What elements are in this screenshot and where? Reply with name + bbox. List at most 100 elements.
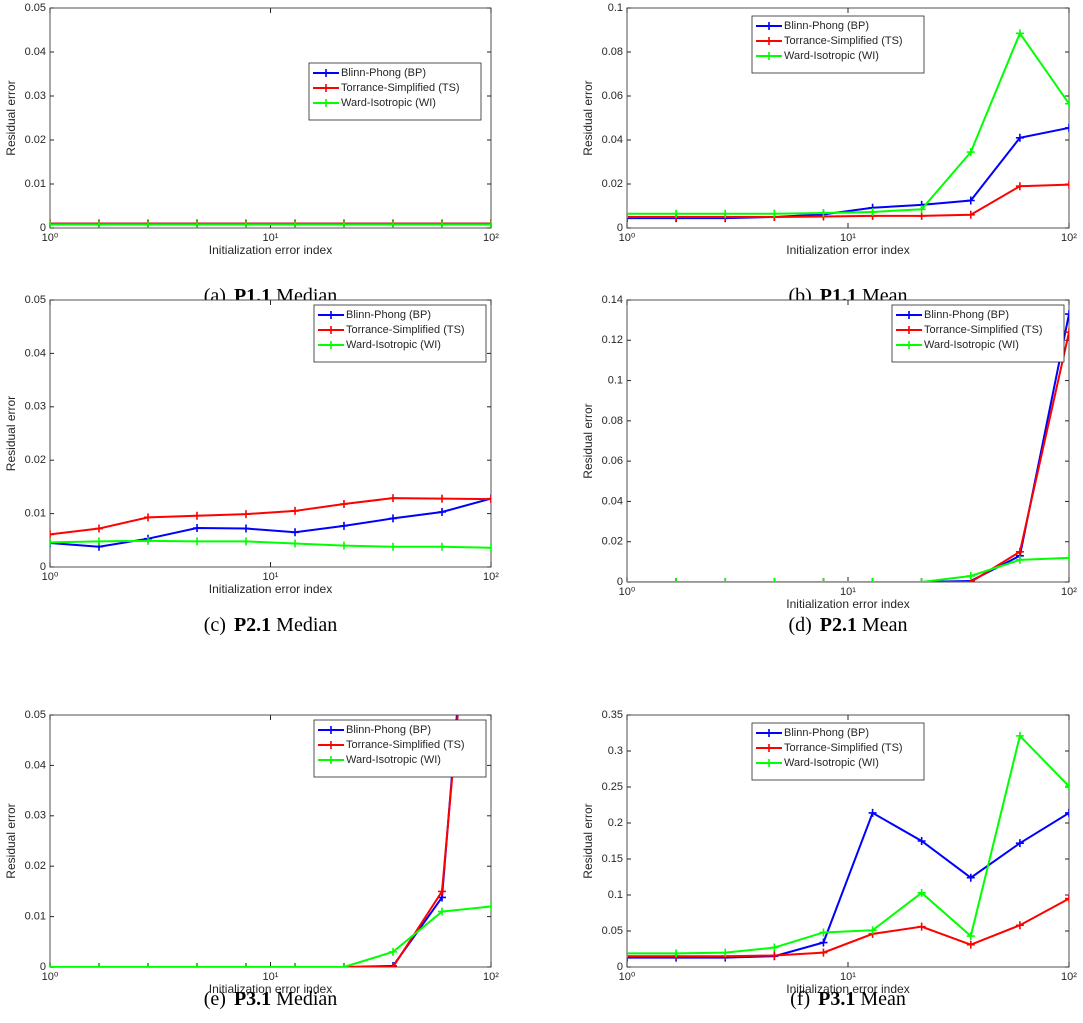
point-marker <box>1065 808 1069 817</box>
point-marker <box>193 524 202 533</box>
legend-label: Ward-Isotropic (WI) <box>784 757 879 769</box>
legend-marker <box>322 69 330 77</box>
point-marker <box>144 220 153 228</box>
caption-text: Mean <box>862 614 908 636</box>
point-marker <box>291 528 300 537</box>
subplot: 0 0.02 0.04 0.06 0.08 0.1 10⁰ 10¹ 10² Initializat… <box>581 2 1077 307</box>
legend-marker <box>905 311 913 319</box>
y-tick-label: 0.01 <box>25 508 46 520</box>
x-axis-label: Initialization error index <box>209 982 332 996</box>
point-marker <box>627 214 631 223</box>
legend-label: Ward-Isotropic (WI) <box>341 97 436 109</box>
y-tick-label: 0.1 <box>608 374 623 386</box>
legend-label: Blinn-Phong (BP) <box>346 309 431 321</box>
series-line <box>50 905 491 967</box>
y-tick-label: 0 <box>40 222 46 234</box>
legend-marker <box>327 311 335 319</box>
point-marker <box>94 963 103 967</box>
y-tick-label: 0.08 <box>602 46 623 58</box>
x-axis-label: Initialization error index <box>209 582 332 596</box>
y-tick-label: 0.1 <box>608 2 623 14</box>
caption: (d) P2.1 Mean <box>788 614 907 636</box>
point-marker <box>1015 731 1024 740</box>
series-line <box>627 733 1069 955</box>
point-marker <box>487 220 491 228</box>
subplot: 0 0.01 0.02 0.03 0.04 0.05 10⁰ 10¹ 10² Initializa… <box>4 294 499 636</box>
point-marker <box>721 209 730 218</box>
y-axis-label: Residual error <box>4 80 18 155</box>
point-marker <box>242 537 251 546</box>
point-marker <box>868 808 877 817</box>
y-tick-label: 0.04 <box>25 759 46 771</box>
series-line <box>627 556 1069 582</box>
caption: (c) P2.1 Median <box>204 614 338 636</box>
point-marker <box>242 220 251 228</box>
point-marker <box>339 499 348 508</box>
point-marker <box>1065 328 1069 337</box>
y-tick-label: 0.01 <box>25 911 46 923</box>
legend-label: Blinn-Phong (BP) <box>784 727 869 739</box>
point-marker <box>1065 894 1069 903</box>
y-tick-label: 0.01 <box>25 178 46 190</box>
point-marker <box>193 537 202 546</box>
point-marker <box>50 220 54 228</box>
point-marker <box>291 506 300 515</box>
point-marker <box>917 205 926 214</box>
y-tick-label: 0.04 <box>602 495 623 507</box>
series-line <box>50 497 491 548</box>
point-marker <box>966 873 975 882</box>
point-marker <box>144 513 153 522</box>
point-marker <box>627 949 631 958</box>
point-marker <box>868 926 877 935</box>
subplot: 0 0.02 0.04 0.06 0.08 0.1 0.12 0.14 10⁰ 10¹ 10² Ini… <box>581 294 1077 636</box>
y-tick-label: 0 <box>617 961 623 973</box>
point-marker <box>438 494 447 503</box>
y-tick-label: 0.04 <box>25 347 46 359</box>
legend-label: Blinn-Phong (BP) <box>924 309 1009 321</box>
point-marker <box>1015 555 1024 564</box>
point-marker <box>144 536 153 545</box>
y-tick-label: 0.3 <box>608 745 623 757</box>
legend-marker <box>765 52 773 60</box>
y-tick-label: 0.03 <box>25 90 46 102</box>
legend-label: Torrance-Simplified (TS) <box>784 742 903 754</box>
series-line <box>627 811 1069 959</box>
subplot: 0 0.05 0.1 0.15 0.2 0.25 0.3 0.35 10⁰ 10¹ 10² Initi… <box>581 709 1077 1010</box>
legend-marker <box>765 759 773 767</box>
y-axis-label: Residual error <box>581 403 595 478</box>
series-line <box>627 183 1069 218</box>
y-axis-label: Residual error <box>4 803 18 878</box>
point-marker <box>438 887 447 896</box>
point-marker <box>917 888 926 897</box>
x-tick-label: 10⁰ <box>619 586 636 598</box>
x-tick-label: 10² <box>1061 586 1077 598</box>
y-axis-label: Residual error <box>4 396 18 471</box>
y-tick-label: 0 <box>617 576 623 588</box>
caption-bold: P2.1 <box>820 614 857 636</box>
point-marker <box>193 220 202 228</box>
point-marker <box>1015 921 1024 930</box>
legend-marker <box>327 326 335 334</box>
legend-label: Ward-Isotropic (WI) <box>924 339 1019 351</box>
series-line <box>50 497 491 536</box>
y-tick-label: 0.02 <box>602 178 623 190</box>
point-marker <box>627 209 631 218</box>
point-marker <box>389 947 398 956</box>
legend-marker <box>327 726 335 734</box>
point-marker <box>438 220 447 228</box>
point-marker <box>721 578 730 582</box>
series-line <box>50 539 491 549</box>
point-marker <box>627 953 631 962</box>
legend-label: Blinn-Phong (BP) <box>346 724 431 736</box>
x-tick-label: 10¹ <box>840 232 856 244</box>
point-marker <box>672 949 681 958</box>
subplot: 0 0.01 0.02 0.03 0.04 0.05 10⁰ 10¹ 10² Initializa… <box>4 709 499 1010</box>
point-marker <box>1015 839 1024 848</box>
x-tick-label: 10⁰ <box>619 971 636 983</box>
point-marker <box>868 578 877 582</box>
caption-text: Mean <box>860 988 906 1010</box>
point-marker <box>1015 133 1024 142</box>
x-axis-label: Initialization error index <box>786 982 909 996</box>
y-axis-label: Residual error <box>581 80 595 155</box>
point-marker <box>389 220 398 228</box>
